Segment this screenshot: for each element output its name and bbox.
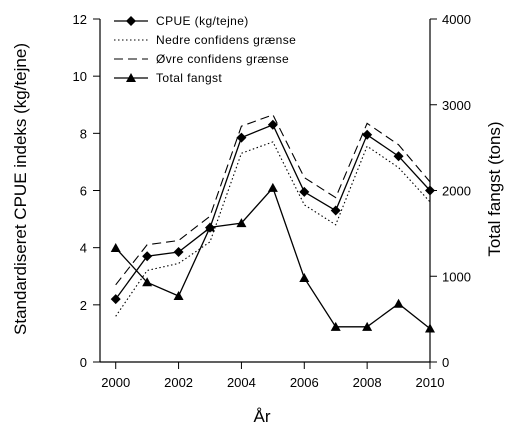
data-point	[425, 323, 435, 333]
y2-axis-title: Total fangst (tons)	[485, 121, 504, 256]
legend-marker	[126, 73, 136, 82]
data-point	[267, 119, 278, 130]
series-line	[115, 123, 431, 300]
x-tick-label: 2010	[416, 375, 445, 390]
data-point	[110, 242, 121, 252]
data-point	[236, 132, 247, 143]
y2-tick-label: 1000	[442, 269, 471, 284]
series-3	[115, 114, 431, 286]
legend-label: Øvre confidens grænse	[156, 52, 289, 66]
data-point	[173, 290, 184, 300]
data-point	[393, 298, 404, 308]
y-tick-label: 6	[80, 184, 87, 199]
series-1	[110, 119, 435, 305]
data-point	[425, 185, 435, 196]
y2-tick-label: 3000	[442, 98, 471, 113]
series-line	[115, 186, 431, 330]
legend-label: Nedre confidens grænse	[156, 33, 296, 47]
legend-item: Total fangst	[114, 71, 222, 85]
data-point	[110, 294, 121, 305]
y-axis-title: Standardiseret CPUE indeks (kg/tejne)	[11, 43, 30, 335]
legend-label: Total fangst	[156, 71, 222, 85]
y-tick-label: 8	[80, 126, 87, 141]
data-point	[142, 251, 153, 262]
series-line	[115, 141, 431, 317]
data-point	[236, 218, 247, 228]
y2-tick-label: 0	[442, 355, 449, 370]
data-point	[362, 129, 373, 140]
x-tick-label: 2004	[227, 375, 256, 390]
data-point	[267, 182, 278, 192]
x-tick-label: 2000	[101, 375, 130, 390]
y2-tick-label: 2000	[442, 184, 471, 199]
axes: 0 2 4 6 8 10 12 0 1000 2000 3000 4000 2000 2002 2004 20…	[73, 12, 471, 390]
legend-marker	[126, 16, 136, 26]
data-point	[393, 151, 404, 162]
legend-label: CPUE (kg/tejne)	[156, 14, 249, 28]
data-point	[330, 321, 341, 331]
y-tick-label: 0	[80, 355, 87, 370]
data-point	[173, 246, 184, 257]
data-point	[330, 205, 341, 216]
y-tick-label: 4	[80, 241, 87, 256]
y-tick-label: 2	[80, 298, 87, 313]
series-2	[115, 141, 431, 317]
data-point	[299, 186, 310, 197]
data-point	[142, 277, 153, 287]
legend: CPUE (kg/tejne) Nedre confidens grænse Øvr…	[114, 14, 296, 85]
series-line	[115, 114, 431, 286]
data-point	[205, 222, 215, 232]
y-tick-label: 10	[73, 69, 87, 84]
series-4	[110, 182, 435, 333]
y-tick-label: 12	[73, 12, 87, 27]
x-tick-label: 2006	[290, 375, 319, 390]
legend-item: Nedre confidens grænse	[114, 33, 296, 47]
legend-item: Øvre confidens grænse	[114, 52, 289, 66]
data-point	[299, 272, 310, 282]
legend-item: CPUE (kg/tejne)	[114, 14, 249, 28]
y2-tick-label: 4000	[442, 12, 471, 27]
x-tick-label: 2002	[164, 375, 193, 390]
data-point	[362, 321, 373, 331]
series-layer	[110, 114, 435, 333]
x-axis-title: År	[254, 407, 271, 426]
x-tick-label: 2008	[353, 375, 382, 390]
